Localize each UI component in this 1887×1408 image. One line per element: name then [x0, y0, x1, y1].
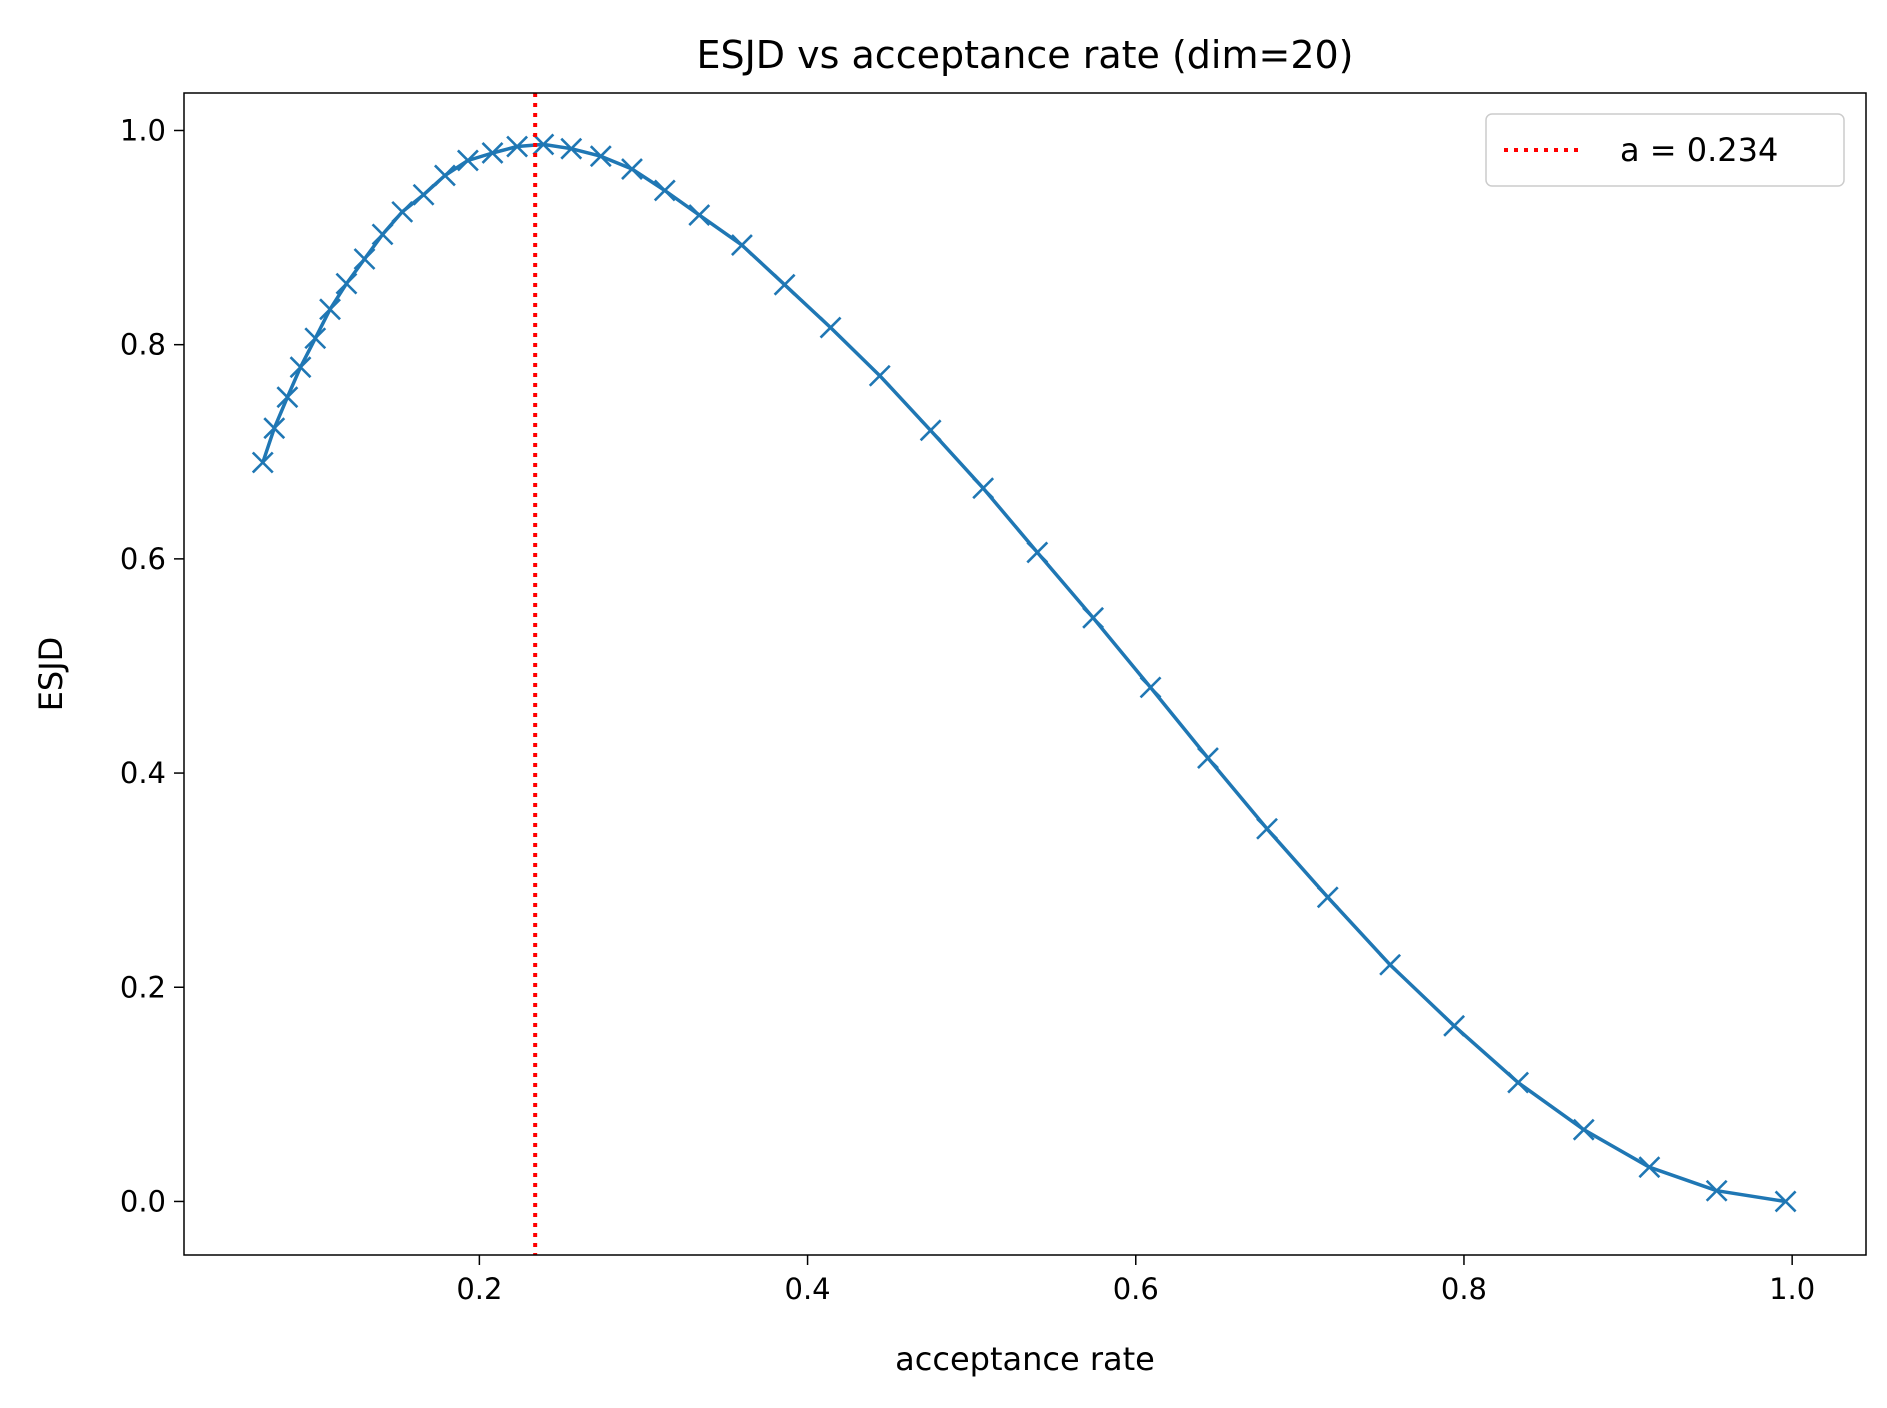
data-point-marker [589, 145, 612, 168]
data-point-marker [412, 183, 435, 206]
y-axis-label: ESJD [32, 637, 70, 712]
x-axis-label: acceptance rate [895, 1340, 1155, 1378]
data-point-marker [304, 327, 327, 350]
y-tick-label: 0.2 [120, 970, 166, 1004]
data-point-marker [560, 137, 583, 160]
data-point-marker [433, 164, 456, 187]
data-point-marker [1026, 541, 1049, 564]
data-point-marker [1256, 817, 1278, 840]
data-point-marker [621, 158, 643, 180]
data-point-marker [391, 200, 414, 223]
data-point-marker [773, 273, 796, 296]
data-point-marker [456, 149, 479, 172]
data-point-marker [319, 298, 341, 321]
legend-label-reference-line: a = 0.234 [1620, 131, 1778, 169]
y-tick-label: 0.8 [120, 328, 166, 362]
data-point-marker [1507, 1071, 1530, 1094]
data-point-marker [1197, 747, 1219, 769]
x-axis: 0.2 0.4 0.6 0.8 1.0 [456, 1255, 1815, 1306]
data-point-marker [1572, 1118, 1595, 1141]
data-point-marker [1774, 1190, 1797, 1213]
x-tick-label: 0.8 [1441, 1272, 1487, 1306]
y-axis: 0.0 0.2 0.4 0.6 0.8 1.0 [120, 113, 184, 1218]
legend: a = 0.234 [1485, 113, 1845, 187]
data-point-marker [868, 364, 891, 387]
data-point-marker [481, 142, 504, 164]
data-point-marker [1443, 1014, 1466, 1037]
data-point-marker [371, 223, 394, 246]
x-tick-label: 0.4 [785, 1272, 831, 1306]
data-point-marker [972, 477, 995, 500]
data-point-marker [335, 272, 358, 295]
data-point-marker [919, 419, 942, 442]
data-point-marker [353, 248, 376, 270]
series-line [261, 142, 1786, 1204]
y-tick-label: 0.6 [120, 542, 166, 576]
data-point-marker [1082, 606, 1105, 629]
y-tick-label: 0.0 [120, 1184, 166, 1218]
y-tick-label: 1.0 [120, 113, 166, 147]
data-point-marker [731, 234, 753, 256]
plot-area [251, 93, 1797, 1255]
data-point-marker [653, 179, 676, 202]
data-point-marker [251, 451, 274, 474]
data-point-marker [1705, 1179, 1728, 1202]
x-tick-label: 0.6 [1113, 1272, 1159, 1306]
data-point-marker [688, 204, 711, 227]
chart-title: ESJD vs acceptance rate (dim=20) [696, 33, 1353, 77]
data-point-marker [532, 133, 555, 156]
data-point-marker [1379, 953, 1402, 976]
data-point-marker [506, 135, 529, 158]
data-point-marker [1139, 676, 1162, 699]
data-point-marker [263, 417, 286, 440]
data-point-marker [1638, 1156, 1661, 1179]
plot-frame [183, 92, 1867, 1256]
data-point-marker [819, 316, 842, 339]
y-tick-label: 0.4 [120, 756, 166, 790]
legend-box [1485, 113, 1845, 187]
x-tick-label: 0.2 [456, 1272, 502, 1306]
data-point-marker [276, 386, 299, 409]
data-point-marker [1316, 886, 1339, 909]
x-tick-label: 1.0 [1769, 1272, 1815, 1306]
data-point-marker [289, 356, 312, 379]
